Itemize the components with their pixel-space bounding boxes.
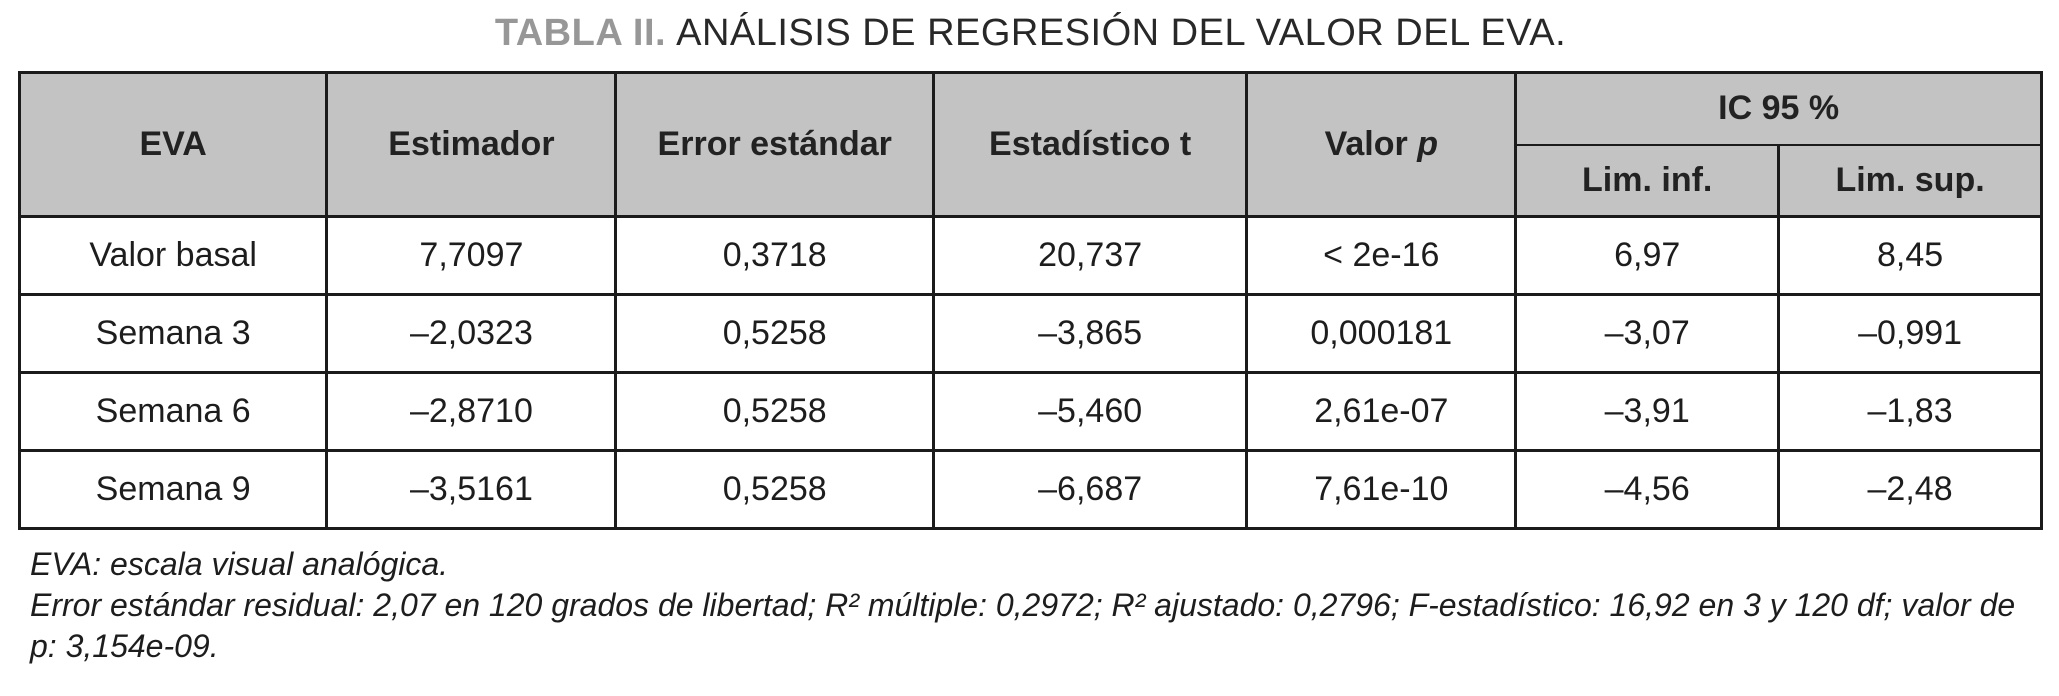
col-header-ic95: IC 95 % [1514,71,2043,146]
p-cell: 7,61e-10 [1245,449,1518,530]
col-header-estimador: Estimador [325,71,618,218]
table-row: Valor basal 7,7097 0,3718 20,737 < 2e-16… [17,215,2043,296]
p-cell: 0,000181 [1245,293,1518,374]
col-header-eva: EVA [17,71,329,218]
t-cell: –5,460 [931,371,1249,452]
estimador-cell: –3,5161 [325,449,618,530]
table-title-label: TABLA II. [494,12,667,54]
table-row: Semana 3 –2,0323 0,5258 –3,865 0,000181 … [17,293,2043,374]
lim-sup-cell: –0,991 [1777,293,2043,374]
lim-inf-cell: –4,56 [1514,449,1781,530]
table-row: Semana 6 –2,8710 0,5258 –5,460 2,61e-07 … [17,371,2043,452]
lim-inf-cell: –3,07 [1514,293,1781,374]
table-title-text: ANÁLISIS DE REGRESIÓN DEL VALOR DEL EVA. [676,12,1567,54]
t-cell: 20,737 [931,215,1249,296]
table-footnotes: EVA: escala visual analógica. Error está… [18,544,2043,667]
regression-table: EVA Estimador Error estándar Estadístico… [17,71,2043,530]
col-header-error-estandar: Error estándar [614,71,935,218]
valor-p-symbol: p [1417,125,1439,163]
lim-inf-cell: 6,97 [1514,215,1781,296]
footnote-eva-definition: EVA: escala visual analógica. [30,546,449,582]
table-header: EVA Estimador Error estándar Estadístico… [17,71,2043,218]
lim-sup-cell: –1,83 [1777,371,2043,452]
col-header-valor-p: Valor p [1245,71,1518,218]
lim-sup-cell: –2,48 [1777,449,2043,530]
row-label-cell: Semana 3 [17,293,329,374]
t-cell: –6,687 [931,449,1249,530]
p-cell: 2,61e-07 [1245,371,1518,452]
col-header-estadistico-t: Estadístico t [931,71,1249,218]
error-cell: 0,5258 [614,449,935,530]
table-row: Semana 9 –3,5161 0,5258 –6,687 7,61e-10 … [17,449,2043,530]
error-cell: 0,3718 [614,215,935,296]
error-cell: 0,5258 [614,371,935,452]
row-label-cell: Semana 9 [17,449,329,530]
p-cell: < 2e-16 [1245,215,1518,296]
row-label-cell: Semana 6 [17,371,329,452]
estimador-cell: –2,8710 [325,371,618,452]
error-cell: 0,5258 [614,293,935,374]
header-row-sub: Lim. inf. Lim. sup. [20,143,2043,218]
paper-table-page: TABLA II. ANÁLISIS DE REGRESIÓN DEL VALOR… [17,12,2043,667]
t-cell: –3,865 [931,293,1249,374]
table-body: Valor basal 7,7097 0,3718 20,737 < 2e-16… [17,215,2043,530]
footnote-regression-stats: Error estándar residual: 2,07 en 120 gra… [30,586,2016,664]
table-title: TABLA II. ANÁLISIS DE REGRESIÓN DEL VALOR… [18,12,2043,55]
header-row-main: EVA Estimador Error estándar Estadístico… [17,71,2043,218]
estimador-cell: –2,0323 [325,293,618,374]
col-header-lim-sup: Lim. sup. [1777,143,2043,218]
lim-inf-cell: –3,91 [1514,371,1781,452]
lim-sup-cell: 8,45 [1777,215,2043,296]
estimador-cell: 7,7097 [325,215,618,296]
row-label-cell: Valor basal [17,215,329,296]
col-header-lim-inf: Lim. inf. [1514,143,1781,218]
valor-p-prefix: Valor [1324,125,1408,163]
